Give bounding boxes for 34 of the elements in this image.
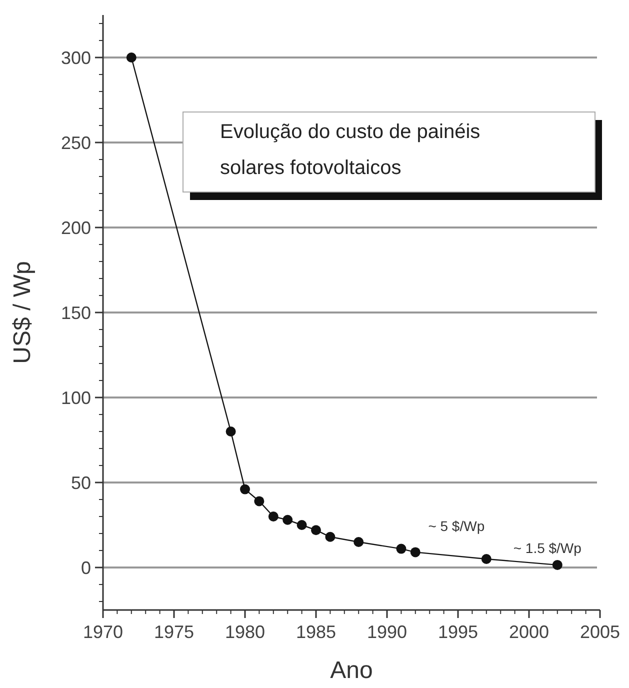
point bbox=[325, 532, 336, 542]
y-tick-label: 250 bbox=[60, 132, 91, 153]
point bbox=[126, 52, 136, 62]
text: Evolução do custo de painéis solares fotovoltaicos bbox=[220, 121, 480, 179]
point bbox=[254, 496, 264, 506]
point bbox=[296, 520, 307, 530]
y-tick-label: 150 bbox=[60, 302, 91, 323]
x-tick-label: 1975 bbox=[154, 622, 194, 642]
y-tick-label: 200 bbox=[60, 218, 91, 238]
point bbox=[410, 547, 420, 558]
point bbox=[226, 426, 236, 436]
x-tick-label: 1970 bbox=[82, 622, 124, 642]
y-tick-label: 100 bbox=[60, 388, 91, 408]
x-tick-label: 1990 bbox=[366, 622, 408, 642]
y-tick-label: 50 bbox=[70, 472, 91, 493]
x-tick-label: 2005 bbox=[580, 622, 620, 642]
point bbox=[354, 537, 364, 547]
point bbox=[268, 512, 278, 522]
point bbox=[552, 560, 562, 570]
point bbox=[396, 544, 406, 554]
x-tick-label: 1985 bbox=[296, 622, 336, 642]
x-axis-title: Ano bbox=[330, 657, 373, 684]
point bbox=[311, 525, 321, 536]
point bbox=[240, 484, 250, 494]
x-tick-label: 1995 bbox=[438, 622, 478, 642]
x-tick-label: 2000 bbox=[508, 622, 550, 642]
y-tick-label: 300 bbox=[60, 48, 91, 68]
annotation: ~ 5 $/Wp bbox=[428, 518, 485, 534]
x-tick-label: 1980 bbox=[224, 622, 266, 642]
y-tick-label: 0 bbox=[80, 558, 91, 578]
y-axis-title: US$ / Wp bbox=[9, 261, 36, 364]
point bbox=[481, 554, 492, 564]
annotation: ~ 1.5 $/Wp bbox=[513, 540, 582, 556]
point bbox=[282, 514, 293, 525]
